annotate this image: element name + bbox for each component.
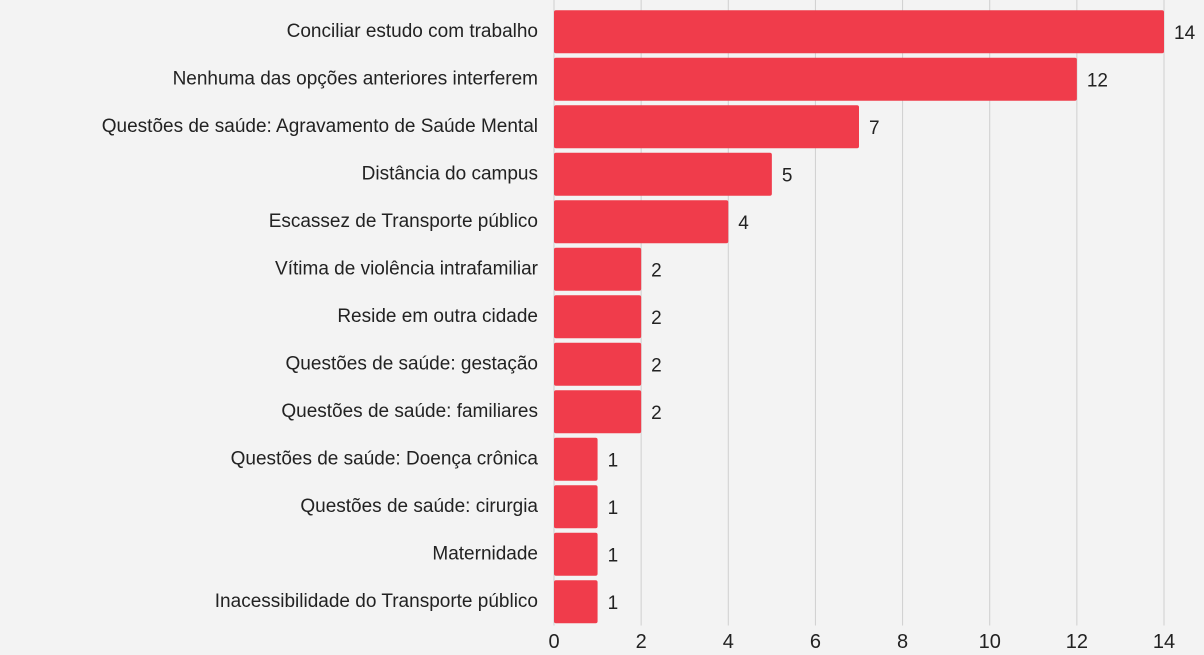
bar bbox=[554, 57, 1077, 101]
bar bbox=[554, 200, 729, 244]
y-tick-label: Reside em outra cidade bbox=[337, 306, 538, 327]
y-tick-label: Questões de saúde: familiares bbox=[281, 401, 538, 422]
bar bbox=[554, 342, 642, 386]
y-tick-label: Distância do campus bbox=[362, 163, 538, 184]
x-tick-label: 10 bbox=[979, 631, 1001, 653]
bar bbox=[554, 485, 598, 529]
y-tick-label: Questões de saúde: cirurgia bbox=[300, 496, 538, 517]
x-tick-label: 0 bbox=[548, 631, 559, 653]
value-label: 1 bbox=[608, 593, 619, 614]
value-label: 5 bbox=[782, 165, 793, 186]
bar bbox=[554, 580, 598, 624]
x-tick-label: 6 bbox=[810, 631, 821, 653]
value-label: 2 bbox=[651, 260, 662, 281]
value-label: 2 bbox=[651, 403, 662, 424]
x-tick-label: 14 bbox=[1153, 631, 1175, 653]
value-label: 2 bbox=[651, 308, 662, 329]
x-tick-label: 4 bbox=[723, 631, 734, 653]
y-tick-label: Inacessibilidade do Transporte público bbox=[215, 591, 538, 612]
y-tick-label: Maternidade bbox=[432, 543, 538, 564]
bar bbox=[554, 10, 1164, 54]
y-tick-label: Conciliar estudo com trabalho bbox=[287, 21, 538, 42]
y-tick-label: Nenhuma das opções anteriores interferem bbox=[173, 68, 538, 89]
x-tick-label: 12 bbox=[1066, 631, 1088, 653]
value-label: 1 bbox=[608, 545, 619, 566]
y-tick-label: Questões de saúde: gestação bbox=[286, 353, 538, 374]
x-tick-label: 2 bbox=[636, 631, 647, 653]
bar bbox=[554, 247, 642, 291]
value-label: 4 bbox=[738, 213, 749, 234]
value-label: 12 bbox=[1087, 70, 1108, 91]
value-label: 2 bbox=[651, 355, 662, 376]
value-label: 1 bbox=[608, 450, 619, 471]
bar bbox=[554, 437, 598, 481]
y-tick-label: Vítima de violência intrafamiliar bbox=[275, 258, 539, 279]
y-tick-label: Questões de saúde: Doença crônica bbox=[231, 448, 539, 469]
bar bbox=[554, 532, 598, 576]
value-label: 14 bbox=[1174, 23, 1196, 44]
value-label: 1 bbox=[608, 498, 619, 519]
bar bbox=[554, 152, 772, 196]
bar bbox=[554, 105, 859, 149]
bar bbox=[554, 295, 642, 339]
x-tick-label: 8 bbox=[897, 631, 908, 653]
value-label: 7 bbox=[869, 118, 880, 139]
y-tick-label: Escassez de Transporte público bbox=[269, 211, 538, 232]
bar bbox=[554, 390, 642, 434]
y-tick-label: Questões de saúde: Agravamento de Saúde … bbox=[102, 116, 538, 137]
